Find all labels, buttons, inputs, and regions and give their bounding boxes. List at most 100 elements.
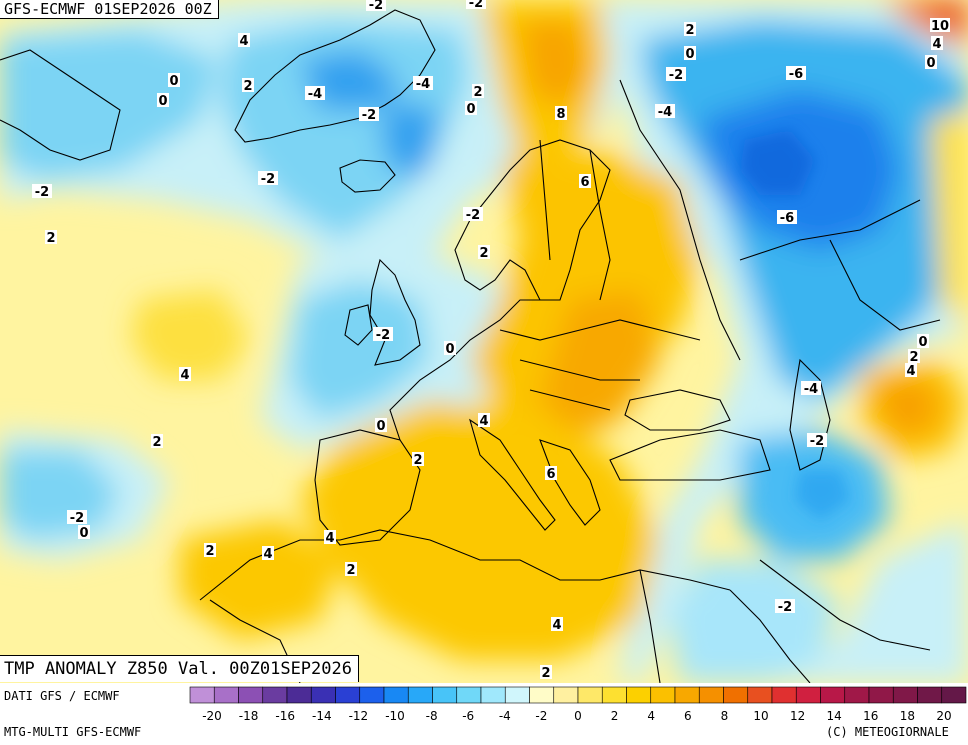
contour-label: 0 (926, 56, 935, 71)
legend-swatch (456, 686, 482, 704)
legend-tick-label: 12 (790, 709, 805, 723)
legend-tick-labels: -20 -18 -16 -14 -12 -10 -8 -6 -4 -2 0 2 4 6 8 10 12 14 16 1… (202, 709, 951, 723)
contour-label: 2 (479, 246, 488, 261)
run-header: GFS-ECMWF 01SEP2026 00Z (0, 0, 219, 19)
legend-swatch (917, 686, 943, 704)
anomaly-shading (0, 0, 968, 683)
contour-label-bg (67, 510, 87, 524)
contour-label-bg (179, 367, 191, 381)
contour-label-bg (551, 617, 563, 631)
contour-label-bg (786, 66, 806, 80)
legend-swatch (407, 686, 433, 704)
legend-tick-label: -8 (426, 709, 438, 723)
contour-label-bg (242, 78, 254, 92)
contour-label-bg (777, 210, 797, 224)
contour-label-bg (478, 245, 490, 259)
contour-label-bg (465, 101, 477, 115)
contour-label: 2 (685, 23, 694, 38)
contour-label: 4 (552, 618, 561, 633)
contour-label-bg (579, 174, 591, 188)
contour-label: -2 (362, 108, 376, 123)
contour-label-bg (555, 106, 567, 120)
contour-label-bg (444, 341, 456, 355)
contour-label-bg (375, 418, 387, 432)
contour-label: 0 (918, 335, 927, 350)
legend-swatch (238, 686, 264, 704)
legend-tick-label: -2 (535, 709, 547, 723)
legend-swatch (771, 686, 797, 704)
legend-swatch (359, 686, 385, 704)
contour-label-bg (345, 562, 357, 576)
contour-label: -6 (789, 67, 803, 82)
legend-tick-label: -6 (462, 709, 474, 723)
legend-tick-label: 2 (611, 709, 619, 723)
contour-label: -6 (780, 211, 794, 226)
contour-label: -4 (658, 105, 672, 120)
contour-label: -2 (376, 328, 390, 343)
contour-label: 0 (445, 342, 454, 357)
contour-label-bg (168, 73, 180, 87)
run-label: GFS-ECMWF 01SEP2026 00Z (4, 0, 212, 18)
contour-label: -4 (416, 77, 430, 92)
contour-label: 4 (263, 547, 272, 562)
source-label: DATI GFS / ECMWF (4, 689, 120, 703)
contour-label-bg (466, 0, 486, 9)
contour-label: 0 (79, 526, 88, 541)
contour-label-bg (359, 107, 379, 121)
contour-label-bg (45, 230, 57, 244)
legend-swatch (335, 686, 361, 704)
legend-swatch (820, 686, 846, 704)
map-title-box: TMP ANOMALY Z850 Val. 00Z01SEP2026 (0, 655, 359, 682)
contour-label-bg (413, 76, 433, 90)
contour-label: 2 (541, 666, 550, 681)
contour-label: 10 (931, 19, 949, 34)
contour-label-bg (262, 546, 274, 560)
contour-label-bg (545, 466, 557, 480)
contour-label: -4 (308, 87, 322, 102)
contour-label-bg (684, 46, 696, 60)
contour-label-bg (917, 334, 929, 348)
contour-label-bg (412, 452, 424, 466)
contour-label: -2 (369, 0, 383, 13)
contour-label: 0 (685, 47, 694, 62)
legend-swatches (189, 686, 967, 704)
contour-label: -2 (469, 0, 483, 11)
legend-swatch (553, 686, 579, 704)
legend-tick-label: 18 (900, 709, 915, 723)
contour-label: 2 (243, 79, 252, 94)
legend-swatch (262, 686, 288, 704)
contour-label-bg (478, 413, 490, 427)
contour-label-bg (908, 349, 920, 363)
legend-swatch (723, 686, 749, 704)
contour-label: -2 (261, 172, 275, 187)
legend-tick-label: 14 (827, 709, 842, 723)
legend-swatch (480, 686, 506, 704)
contour-label: 6 (546, 467, 555, 482)
contour-label-bg (238, 33, 250, 47)
contour-label-bg (655, 104, 675, 118)
legend-tick-label: 10 (753, 709, 768, 723)
contour-label: 0 (376, 419, 385, 434)
contour-label-bg (32, 184, 52, 198)
contour-label: 4 (479, 414, 488, 429)
model-label: MTG-MULTI GFS-ECMWF (4, 725, 142, 739)
contour-label: 0 (158, 94, 167, 109)
copyright-label: (C) METEOGIORNALE (826, 725, 949, 739)
color-legend: -20 -18 -16 -14 -12 -10 -8 -6 -4 -2 0 2 4 6 8 10 12 14 16 1… (189, 686, 967, 723)
contour-label: -2 (669, 68, 683, 83)
legend-swatch (504, 686, 530, 704)
legend-tick-label: -16 (275, 709, 295, 723)
contour-label: 4 (180, 368, 189, 383)
legend-tick-label: -4 (499, 709, 511, 723)
contour-label: -2 (466, 208, 480, 223)
legend-swatch (795, 686, 821, 704)
contour-label: 4 (325, 531, 334, 546)
contour-label-bg (366, 0, 386, 11)
legend-swatch (892, 686, 918, 704)
legend-swatch (432, 686, 458, 704)
legend-swatch (650, 686, 676, 704)
contour-label: 0 (466, 102, 475, 117)
contour-label-bg (204, 543, 216, 557)
